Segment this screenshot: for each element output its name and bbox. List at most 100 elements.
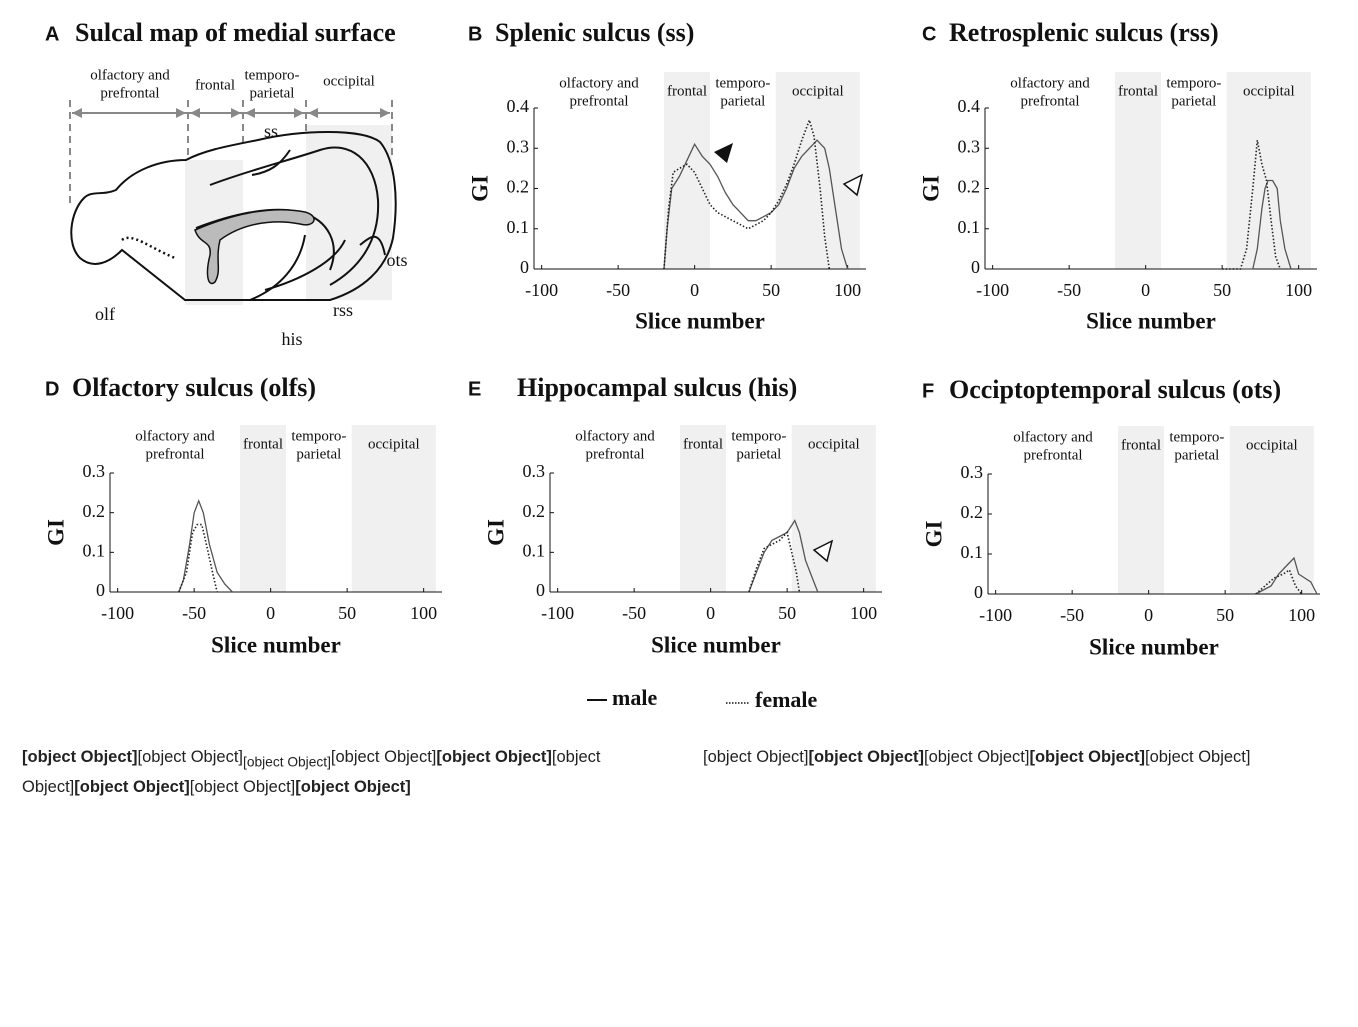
region-label: prefrontal xyxy=(585,446,644,462)
legend-label: male xyxy=(612,685,657,710)
region-label: frontal xyxy=(1118,83,1158,99)
region-label: temporo- xyxy=(291,428,346,444)
panel-a: A Sulcal map of medial surface olfactory… xyxy=(45,18,408,349)
y-axis-label: GI xyxy=(918,175,943,202)
x-tick-label: -50 xyxy=(182,603,206,623)
caption-text: [object Object] xyxy=(703,748,808,766)
region-label: frontal xyxy=(243,436,283,452)
panel-letter: E xyxy=(468,378,481,400)
caption-text: [object Object] xyxy=(138,748,243,766)
region-label: prefrontal xyxy=(569,93,628,109)
x-tick-label: -50 xyxy=(622,603,646,623)
y-axis-label: GI xyxy=(467,175,492,202)
region-shade xyxy=(1227,72,1311,269)
region-label: frontal xyxy=(683,436,723,452)
y-tick-label: 0.1 xyxy=(958,217,981,237)
region-label: temporo- xyxy=(731,428,786,444)
region-label: temporo- xyxy=(1169,429,1224,445)
region-label: occipital xyxy=(808,436,860,452)
x-tick-label: 0 xyxy=(1141,280,1150,300)
y-tick-label: 0.1 xyxy=(83,540,106,560)
caption-text: [object Object] xyxy=(1145,748,1250,766)
closed-arrowhead xyxy=(714,143,733,163)
region-label: olfactory and xyxy=(1010,75,1090,91)
region-label: occipital xyxy=(368,436,420,452)
panel-letter: F xyxy=(922,380,934,402)
sulcus-label: olf xyxy=(95,304,115,324)
caption-text: [object Object] xyxy=(436,748,552,766)
x-tick-label: -100 xyxy=(541,603,574,623)
x-axis-label: Slice number xyxy=(211,632,341,657)
x-tick-label: -100 xyxy=(101,603,134,623)
region-label: parietal xyxy=(736,446,781,462)
x-tick-label: -100 xyxy=(525,280,558,300)
x-tick-label: 50 xyxy=(1216,605,1234,625)
y-tick-label: 0.3 xyxy=(83,461,106,481)
x-tick-label: 100 xyxy=(1288,605,1315,625)
x-axis-label: Slice number xyxy=(1086,308,1216,333)
region-label: frontal xyxy=(195,77,235,93)
region-label: prefrontal xyxy=(1023,447,1082,463)
y-tick-label: 0 xyxy=(971,257,980,277)
region-label: occipital xyxy=(1243,83,1295,99)
y-tick-label: 0 xyxy=(520,257,529,277)
y-tick-label: 0.2 xyxy=(958,177,981,197)
y-tick-label: 0.2 xyxy=(523,501,546,521)
x-axis-label: Slice number xyxy=(1089,634,1219,659)
x-tick-label: 50 xyxy=(778,603,796,623)
region-label: olfactory and xyxy=(1013,429,1093,445)
y-tick-label: 0.4 xyxy=(958,96,981,116)
y-tick-label: 0.3 xyxy=(523,461,546,481)
region-label: prefrontal xyxy=(100,85,159,101)
chart-title: Retrosplenic sulcus (rss) xyxy=(949,18,1219,47)
y-tick-label: 0.1 xyxy=(523,540,546,560)
x-tick-label: 0 xyxy=(690,280,699,300)
caption-text: [object Object] xyxy=(331,748,436,766)
region-label: temporo- xyxy=(1166,75,1221,91)
panel-title: Sulcal map of medial surface xyxy=(75,18,396,47)
region-label: occipital xyxy=(792,83,844,99)
sulcus-label: ss xyxy=(264,121,278,141)
line-female xyxy=(179,525,217,592)
x-axis-label: Slice number xyxy=(635,308,765,333)
x-tick-label: 50 xyxy=(1213,280,1231,300)
line-male xyxy=(179,501,233,592)
chart-title: Hippocampal sulcus (his) xyxy=(517,373,797,402)
region-label: parietal xyxy=(1174,447,1219,463)
region-label: parietal xyxy=(1171,93,1216,109)
caption-text: [object Object] xyxy=(22,748,138,766)
sulcus-label: his xyxy=(281,329,302,349)
region-label: olfactory and xyxy=(575,428,655,444)
y-tick-label: 0 xyxy=(974,582,983,602)
caption-text: [object Object] xyxy=(808,748,924,766)
region-label: olfactory and xyxy=(559,75,639,91)
region-label: frontal xyxy=(667,83,707,99)
x-tick-label: 100 xyxy=(850,603,877,623)
x-tick-label: 50 xyxy=(338,603,356,623)
caption-text: [object Object] xyxy=(1029,748,1145,766)
x-tick-label: 50 xyxy=(762,280,780,300)
figure: A Sulcal map of medial surface olfactory… xyxy=(0,0,1358,730)
legend: male female xyxy=(587,685,818,712)
region-label: frontal xyxy=(1121,437,1161,453)
x-tick-label: 100 xyxy=(834,280,861,300)
y-tick-label: 0 xyxy=(536,580,545,600)
page: A Sulcal map of medial surface olfactory… xyxy=(0,0,1358,1027)
caption-left: [object Object][object Object][object Ob… xyxy=(22,745,642,800)
x-tick-label: -50 xyxy=(1060,605,1084,625)
y-tick-label: 0 xyxy=(96,580,105,600)
region-label: occipital xyxy=(1246,437,1298,453)
y-axis-label: GI xyxy=(483,519,508,546)
chart-title: Olfactory sulcus (olfs) xyxy=(72,373,316,402)
caption-text: [object Object] xyxy=(190,778,295,796)
y-tick-label: 0.2 xyxy=(507,177,530,197)
x-tick-label: -100 xyxy=(976,280,1009,300)
region-label: occipital xyxy=(323,73,375,89)
panel-letter: C xyxy=(922,23,936,45)
panel-letter: A xyxy=(45,23,59,45)
x-tick-label: 0 xyxy=(266,603,275,623)
region-label: parietal xyxy=(250,85,295,101)
y-tick-label: 0.2 xyxy=(961,502,984,522)
x-axis-label: Slice number xyxy=(651,632,781,657)
x-tick-label: 100 xyxy=(1285,280,1312,300)
